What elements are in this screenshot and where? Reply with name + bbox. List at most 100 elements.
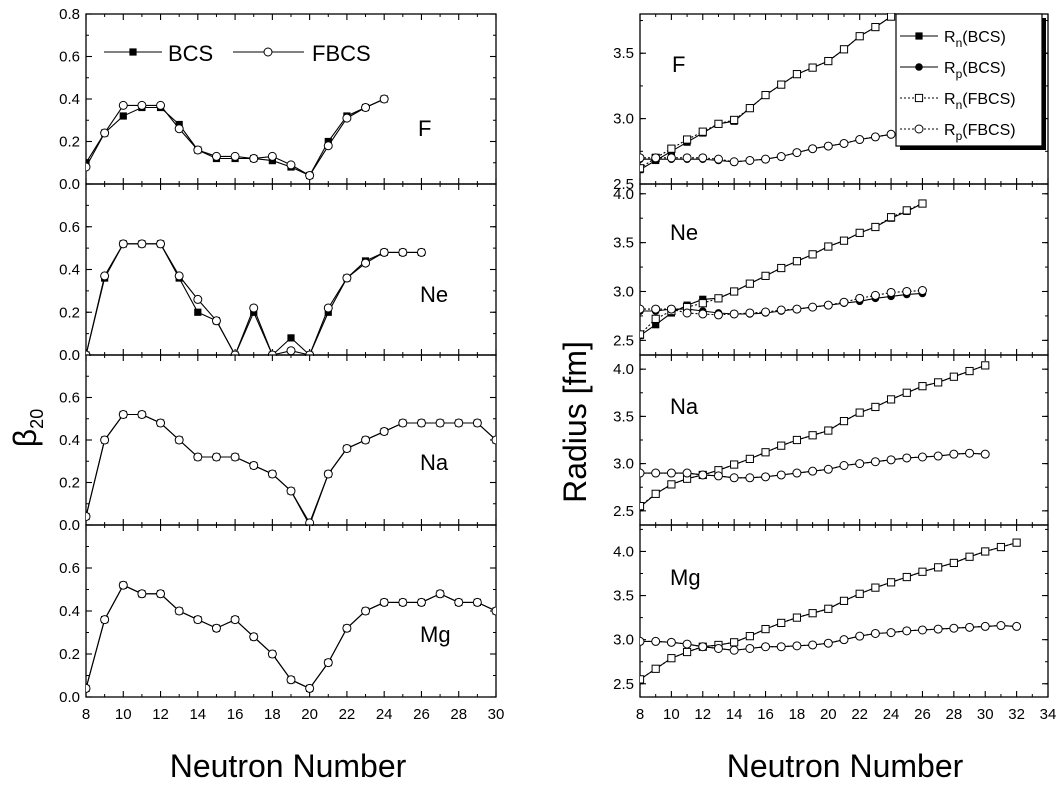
data-point (729, 309, 739, 319)
data-point (342, 113, 352, 123)
panel-beta-Mg: 8 10 12 14 16 18 20 22 24 26 28 30 0.0 0.2 0.4 0.6 Mg (59, 524, 505, 723)
x-tick-label: 26 (413, 706, 430, 723)
panel-frame (85, 183, 497, 356)
panel-beta-Na: 0.0 0.2 0.4 0.6 Na (59, 354, 497, 534)
panel-frame (85, 354, 497, 526)
panel-beta-Ne: 0.0 0.2 0.4 0.6 Ne (59, 183, 497, 364)
legend-label-main: R (944, 122, 956, 139)
legend-label-main: R (944, 60, 956, 77)
element-label: Ne (420, 282, 448, 307)
x-tick-label: 16 (757, 706, 774, 723)
x-tick-label: 12 (152, 706, 169, 723)
y-tick-label: 0.4 (59, 603, 80, 620)
x-tick-label: 18 (789, 706, 806, 723)
data-point (855, 32, 864, 41)
y-tick-label: 4.0 (613, 543, 634, 560)
data-point (640, 153, 645, 163)
x-tick-label: 10 (663, 706, 680, 723)
panel-frame (85, 13, 497, 185)
data-point (698, 470, 708, 480)
data-point (996, 542, 1006, 552)
data-point (808, 466, 818, 476)
data-point (808, 302, 818, 312)
y-tick-label: 0.4 (59, 91, 80, 108)
data-point (730, 287, 739, 296)
data-point (472, 418, 482, 428)
data-point (342, 623, 352, 633)
y-tick-label: 3.0 (613, 632, 634, 649)
left-y-axis-title: β20 (7, 409, 47, 447)
data-point (777, 618, 786, 628)
data-point (305, 683, 315, 693)
legend-label: Rp(FBCS) (944, 122, 1016, 143)
data-point (855, 408, 864, 417)
data-point (118, 100, 128, 110)
data-point (902, 453, 912, 463)
data-point (870, 628, 880, 638)
data-point (666, 153, 676, 163)
data-point (713, 643, 723, 653)
data-point (839, 45, 849, 54)
legend-label-rest: (FBCS) (962, 122, 1015, 139)
data-point (652, 321, 660, 329)
data-point (640, 502, 645, 511)
data-point (823, 464, 833, 474)
data-point (761, 154, 771, 164)
y-tick-label: 3.5 (613, 45, 634, 62)
data-point (211, 151, 221, 161)
x-tick-label: 30 (488, 706, 505, 723)
data-point (267, 469, 277, 479)
data-point (917, 452, 927, 462)
data-point (949, 558, 958, 568)
data-point (379, 427, 389, 436)
data-point (824, 604, 833, 613)
x-tick-label: 30 (977, 706, 994, 723)
data-point (230, 452, 240, 462)
data-point (156, 418, 166, 428)
element-label: Mg (670, 565, 701, 590)
legend-marker (915, 32, 923, 40)
data-point (886, 578, 896, 587)
data-point (323, 469, 333, 479)
data-point (156, 239, 166, 249)
data-point (361, 103, 371, 112)
data-point (361, 435, 371, 445)
data-point (682, 153, 692, 163)
legend-marker (914, 93, 924, 103)
y-tick-label: 0.2 (59, 304, 80, 321)
y-tick-label: 3.0 (613, 111, 634, 128)
panel-radius-Ne: 2.5 3.0 3.5 4.0 Ne (613, 183, 1049, 356)
x-tick-label: 14 (726, 706, 743, 723)
data-point (100, 435, 110, 445)
data-point (761, 642, 771, 652)
data-point (776, 152, 786, 162)
data-point (917, 286, 927, 296)
y-tick-label: 3.0 (613, 456, 634, 473)
data-point (398, 597, 408, 607)
legend-marker (129, 48, 137, 56)
data-point (640, 468, 645, 478)
legend-label-main: R (944, 91, 956, 108)
data-point (777, 263, 786, 273)
y-tick-label: 3.5 (613, 588, 634, 605)
data-point (666, 304, 676, 314)
data-point (729, 645, 739, 655)
data-point (651, 153, 661, 163)
y-tick-label: 0.2 (59, 475, 80, 492)
data-point (491, 435, 496, 445)
data-point (100, 271, 110, 281)
data-point (86, 683, 91, 693)
data-point (808, 250, 817, 259)
data-point (792, 641, 802, 651)
data-point (980, 621, 990, 631)
data-point (651, 636, 661, 646)
data-point (902, 206, 911, 215)
data-point (886, 395, 896, 404)
y-tick-label: 0.8 (59, 6, 80, 23)
data-point (286, 346, 296, 356)
y-tick-label: 0.2 (59, 646, 80, 663)
element-label: Ne (670, 220, 698, 245)
data-point (713, 310, 723, 320)
data-point (824, 56, 833, 66)
